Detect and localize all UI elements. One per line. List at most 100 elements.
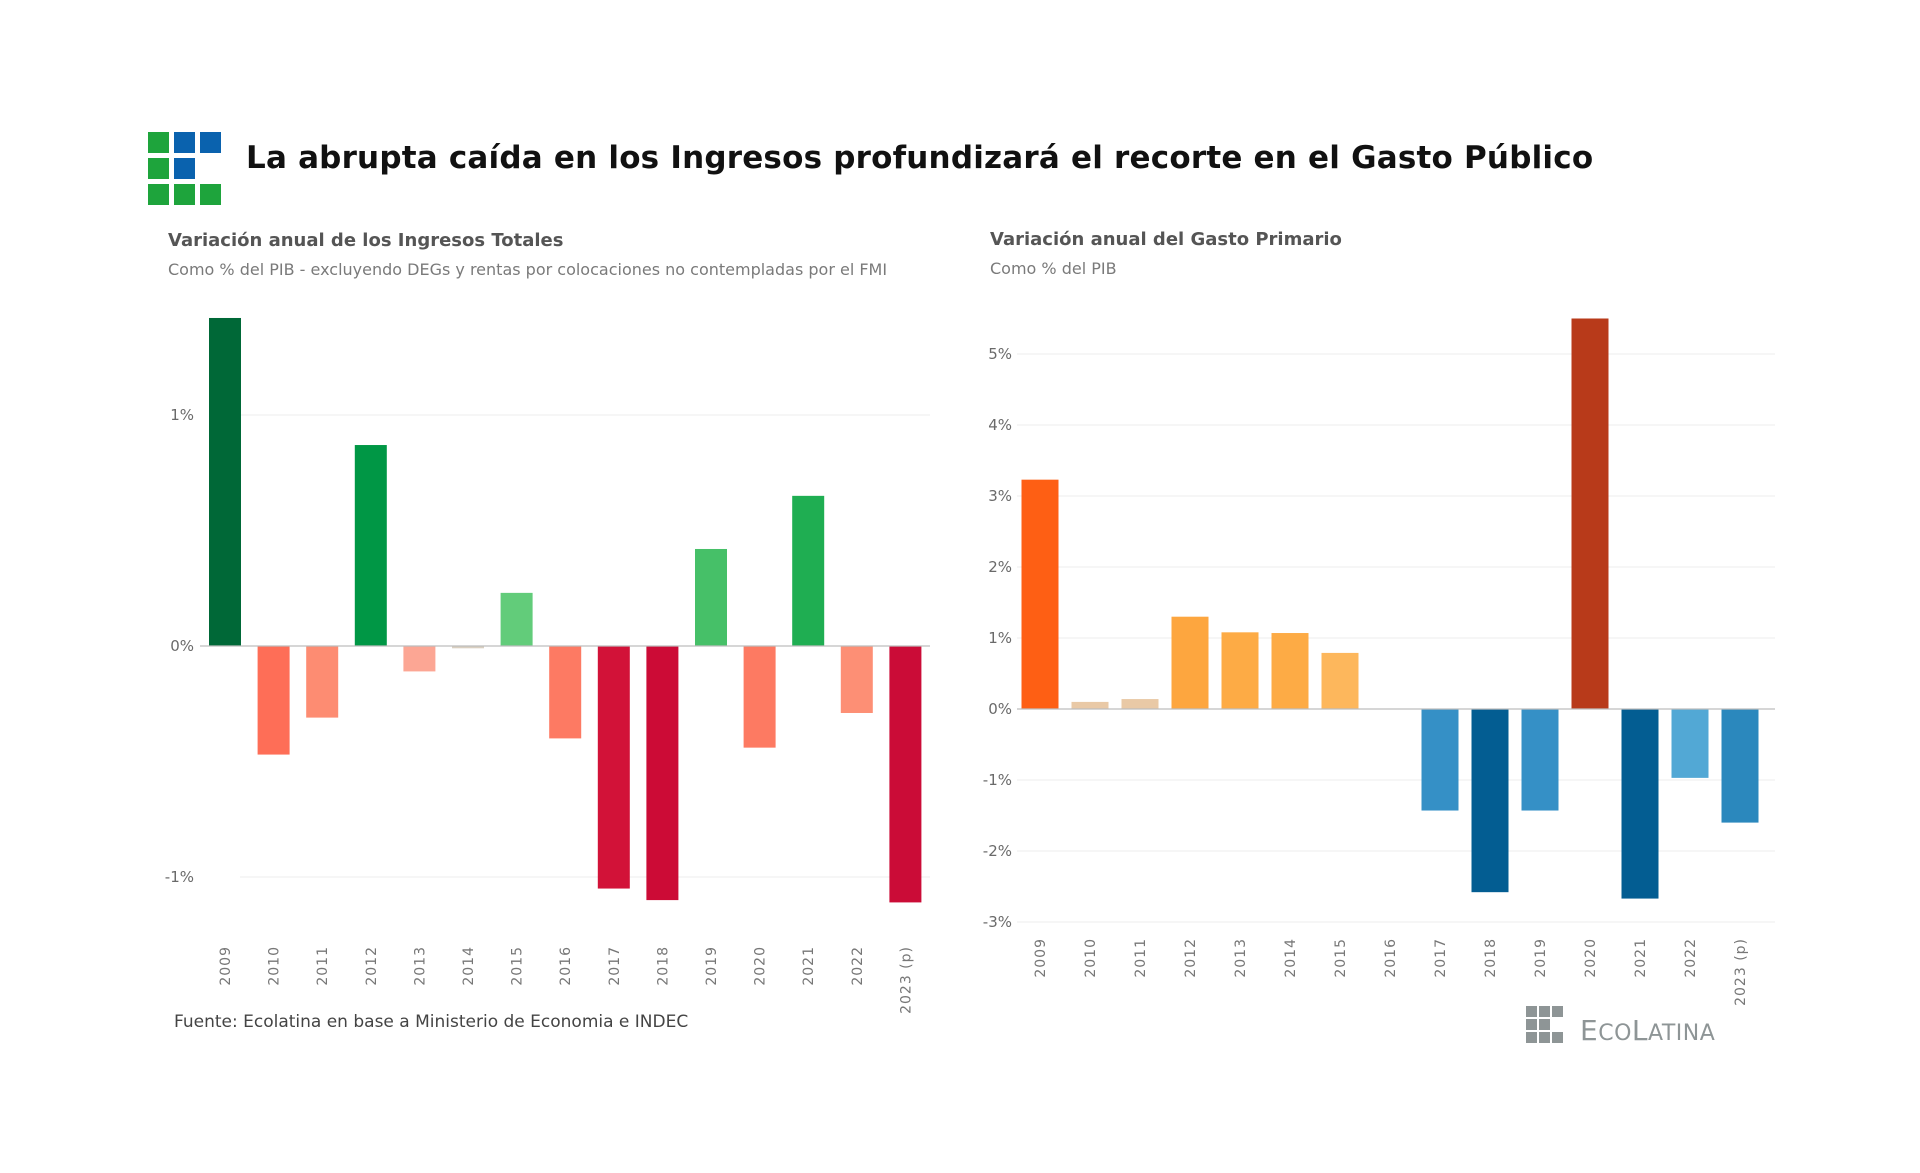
right-bar-2012 xyxy=(1171,616,1209,709)
right-x-tick-label: 2011 xyxy=(1133,938,1149,978)
right-bar-2010 xyxy=(1071,701,1109,709)
left-bar-2021 xyxy=(792,495,825,646)
left-x-tick-label: 2016 xyxy=(558,946,574,986)
left-bar-2022 xyxy=(840,646,873,713)
left-x-tick-label: 2017 xyxy=(607,946,623,986)
right-y-tick-label: 2% xyxy=(988,558,1012,576)
right-x-tick-label: 2021 xyxy=(1633,938,1649,978)
left-bar-2018 xyxy=(646,646,679,901)
left-x-tick-label: 2018 xyxy=(655,946,671,986)
right-bar-2019 xyxy=(1521,709,1559,811)
right-x-tick-label: 2019 xyxy=(1533,938,1549,978)
left-bar-2011 xyxy=(306,646,339,718)
right-y-tick-label: 4% xyxy=(988,416,1012,434)
left-x-tick-label: 2013 xyxy=(412,946,428,986)
page-title: La abrupta caída en los Ingresos profund… xyxy=(246,140,1594,176)
right-bar-2011 xyxy=(1121,699,1159,709)
brand-letter: E xyxy=(1580,1014,1599,1047)
right-y-tick-label: -3% xyxy=(983,913,1012,931)
title-logo-icon xyxy=(148,132,222,206)
left-x-tick-label: 2021 xyxy=(801,946,817,986)
right-bar-2021 xyxy=(1621,709,1659,899)
source-note: Fuente: Ecolatina en base a Ministerio d… xyxy=(174,1012,689,1032)
logo-square xyxy=(148,184,169,205)
right-y-tick-label: -1% xyxy=(983,771,1012,789)
left-bar-2014 xyxy=(452,646,484,649)
right-y-tick-label: -2% xyxy=(983,842,1012,860)
logo-square xyxy=(148,132,169,153)
left-bar-2010 xyxy=(257,646,290,755)
left-x-tick-label: 2010 xyxy=(267,946,283,986)
brand-name: ECOLATINA xyxy=(1580,1014,1715,1047)
right-bar-2018 xyxy=(1471,709,1509,893)
right-x-tick-label: 2018 xyxy=(1483,938,1499,978)
right-y-tick-label: 3% xyxy=(988,487,1012,505)
right-y-tick-label: 5% xyxy=(988,345,1012,363)
right-bar-2009 xyxy=(1021,479,1059,709)
left-x-tick-label: 2022 xyxy=(850,946,866,986)
right-x-tick-label: 2016 xyxy=(1383,938,1399,978)
left-y-tick-label: 0% xyxy=(170,637,194,655)
brand-square xyxy=(1539,1019,1550,1030)
right-chart-title: Variación anual del Gasto Primario xyxy=(990,229,1342,250)
left-bar-2020 xyxy=(743,646,776,748)
brand-square xyxy=(1526,1032,1537,1043)
logo-square xyxy=(174,132,195,153)
right-x-tick-label: 2014 xyxy=(1283,938,1299,978)
brand-letter: L xyxy=(1631,1014,1648,1047)
left-x-tick-label: 2012 xyxy=(364,946,380,986)
left-bar-2016 xyxy=(549,646,582,739)
left-bar-2023p xyxy=(889,646,922,903)
right-x-tick-label: 2009 xyxy=(1033,938,1049,978)
left-y-tick-label: 1% xyxy=(170,406,194,424)
right-bar-2015 xyxy=(1321,652,1359,709)
left-x-tick-label: 2011 xyxy=(315,946,331,986)
brand-square xyxy=(1552,1006,1563,1017)
left-bar-2013 xyxy=(403,646,436,672)
right-x-tick-label: 2020 xyxy=(1583,938,1599,978)
right-bar-2017 xyxy=(1421,709,1459,811)
logo-square xyxy=(174,158,195,179)
logo-square xyxy=(200,132,221,153)
left-bar-2009 xyxy=(209,317,241,646)
left-bar-2019 xyxy=(695,548,727,646)
right-x-tick-label: 2015 xyxy=(1333,938,1349,978)
left-x-tick-label: 2009 xyxy=(218,946,234,986)
right-x-tick-label: 2013 xyxy=(1233,938,1249,978)
right-bar-2022 xyxy=(1671,709,1709,778)
left-bar-2017 xyxy=(597,646,630,889)
right-bar-2014 xyxy=(1271,633,1309,709)
left-x-tick-label: 2020 xyxy=(753,946,769,986)
logo-square xyxy=(174,184,195,205)
left-x-tick-label: 2023 (p) xyxy=(898,946,914,1014)
brand-square xyxy=(1526,1006,1537,1017)
right-x-tick-label: 2012 xyxy=(1183,938,1199,978)
right-chart-subtitle: Como % del PIB xyxy=(990,259,1117,278)
brand-square xyxy=(1539,1006,1550,1017)
right-chart-gasto: -3% -2% -1% 0% 1% 2% 3% 4% 5% 2009 2010 2011 2012 201… xyxy=(983,318,1775,1006)
left-bar-2012 xyxy=(354,445,387,646)
logo-square xyxy=(200,184,221,205)
right-y-tick-label: 0% xyxy=(988,700,1012,718)
left-y-tick-label: -1% xyxy=(165,868,194,886)
right-bar-2020 xyxy=(1571,318,1609,709)
right-bar-2023p xyxy=(1721,709,1759,823)
left-x-tick-label: 2015 xyxy=(510,946,526,986)
right-y-tick-label: 1% xyxy=(988,629,1012,647)
logo-square xyxy=(148,158,169,179)
brand-square xyxy=(1539,1032,1550,1043)
brand-letters: ATINA xyxy=(1648,1021,1716,1046)
right-x-tick-label: 2017 xyxy=(1433,938,1449,978)
brand-square xyxy=(1526,1019,1537,1030)
brand-square xyxy=(1552,1032,1563,1043)
left-chart-ingresos: -1% 0% 1% 2009 2010 2011 2012 2013 2014 2015 2016 2… xyxy=(165,317,930,1014)
brand-letters: CO xyxy=(1598,1021,1632,1046)
left-chart-title: Variación anual de los Ingresos Totales xyxy=(168,230,564,251)
left-bar-2015 xyxy=(500,592,533,646)
left-x-tick-label: 2014 xyxy=(461,946,477,986)
left-x-tick-label: 2019 xyxy=(704,946,720,986)
right-x-tick-label: 2022 xyxy=(1683,938,1699,978)
left-chart-subtitle: Como % del PIB - excluyendo DEGs y renta… xyxy=(168,260,888,279)
right-x-tick-label: 2010 xyxy=(1083,938,1099,978)
